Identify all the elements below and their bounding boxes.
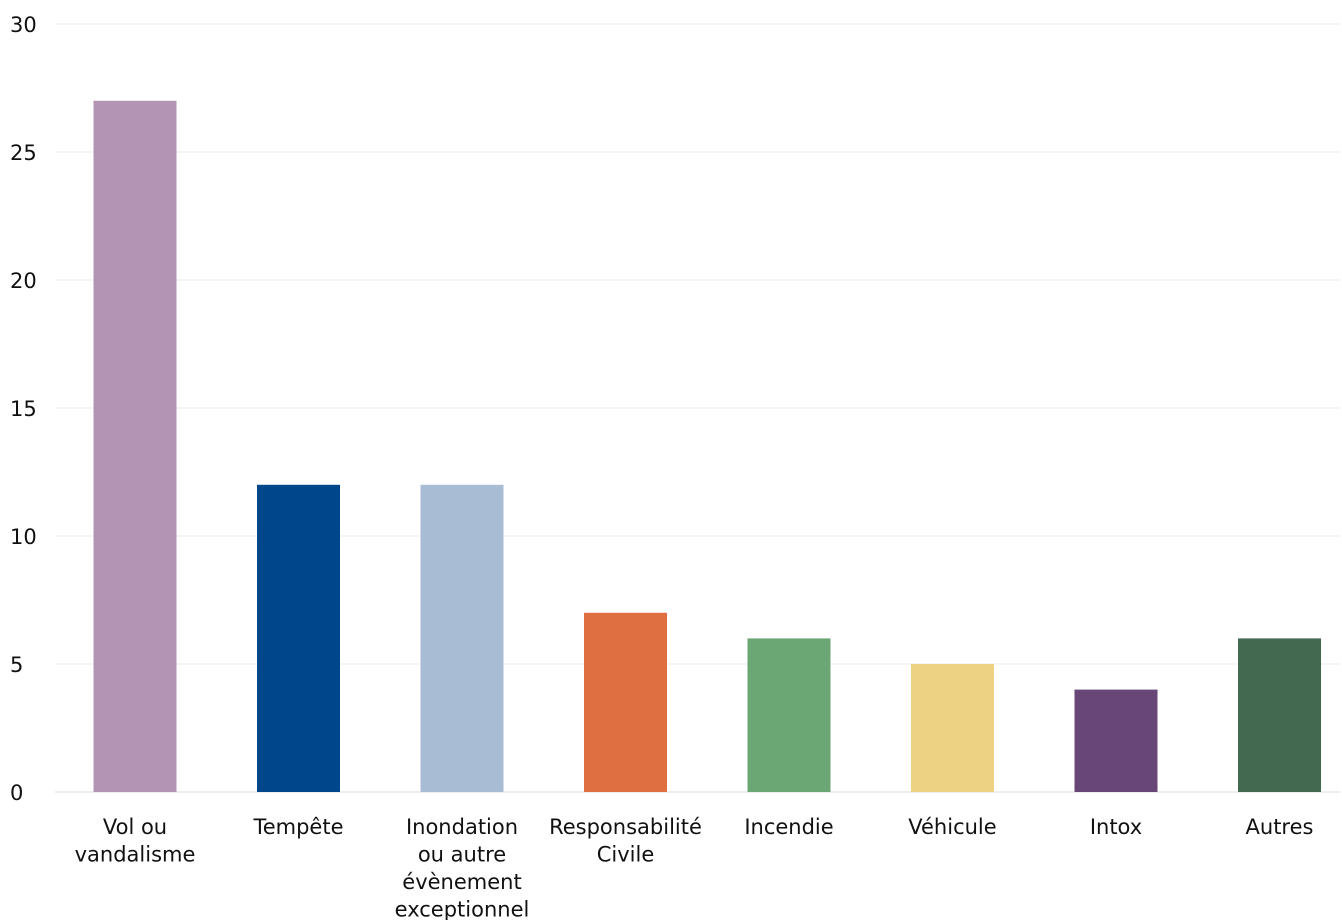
x-tick-label-line: vandalisme	[75, 843, 196, 867]
bar	[93, 100, 177, 793]
x-axis-labels: Vol ou vandalisme Tempête Inondation ou autr…	[75, 815, 1314, 920]
y-axis-ticks: 0 5 10 15 20 25 30	[10, 13, 37, 805]
bars	[93, 100, 1321, 793]
x-tick-label-line: Intox	[1090, 815, 1142, 839]
x-tick-label: Incendie	[744, 815, 833, 839]
x-tick-label: Autres	[1246, 815, 1314, 839]
gridlines	[55, 23, 1340, 793]
x-tick-label: Véhicule	[908, 815, 996, 839]
x-tick-label-line: Incendie	[744, 815, 833, 839]
bar	[420, 484, 504, 792]
y-tick-label: 10	[10, 525, 37, 549]
bar	[911, 664, 994, 792]
x-tick-label-line: exceptionnel	[395, 898, 530, 920]
y-tick-label: 20	[10, 269, 37, 293]
x-tick-label: Responsabilité Civile	[549, 815, 702, 867]
bar	[584, 612, 667, 792]
bar	[257, 484, 340, 792]
x-tick-label-line: Tempête	[252, 815, 343, 839]
y-tick-label: 0	[10, 781, 23, 805]
y-tick-label: 15	[10, 397, 37, 421]
x-tick-label-line: Civile	[597, 843, 655, 867]
x-tick-label-line: Vol ou	[103, 815, 167, 839]
y-tick-label: 30	[10, 13, 37, 37]
x-tick-label-line: Inondation	[406, 815, 518, 839]
x-tick-label: Intox	[1090, 815, 1142, 839]
y-tick-label: 5	[10, 653, 23, 677]
bar	[747, 638, 831, 792]
bar	[1238, 638, 1321, 792]
x-tick-label-line: Autres	[1246, 815, 1314, 839]
x-tick-label-line: évènement	[402, 870, 521, 894]
x-tick-label-line: Véhicule	[908, 815, 996, 839]
x-tick-label: Vol ou vandalisme	[75, 815, 196, 867]
y-tick-label: 25	[10, 141, 37, 165]
x-tick-label: Tempête	[252, 815, 343, 839]
x-tick-label-line: ou autre	[418, 843, 506, 867]
x-tick-label-line: Responsabilité	[549, 815, 702, 839]
bar	[1074, 689, 1158, 792]
x-tick-label: Inondation ou autre évènement exceptionnel	[395, 815, 530, 920]
